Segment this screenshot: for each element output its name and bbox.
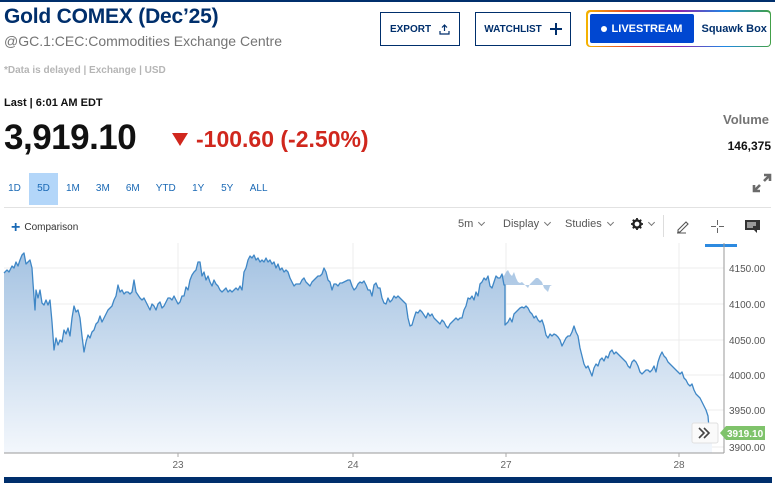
livestream-button[interactable]: LIVESTREAM (589, 14, 694, 43)
plus-icon: + (11, 218, 21, 236)
plus-icon (549, 23, 562, 35)
time-range-tabs: 1D 5D 1M 3M 6M YTD 1Y 5Y ALL (0, 173, 276, 205)
x-tick-27: 27 (500, 460, 512, 471)
last-price-tag: 3919.10 (720, 426, 765, 440)
y-tick-4100: 4100.00 (729, 300, 766, 311)
x-tick-28: 28 (673, 460, 685, 471)
crosshair-icon[interactable] (710, 219, 725, 234)
y-tick-4000: 4000.00 (729, 371, 766, 382)
x-tick-23: 23 (172, 460, 184, 471)
divider (4, 207, 771, 208)
down-arrow-icon (172, 133, 188, 146)
last-trade-time: Last | 6:01 AM EDT (4, 97, 103, 109)
range-1y[interactable]: 1Y (192, 183, 205, 194)
volume-label: Volume (723, 112, 769, 127)
y-tick-3950: 3950.00 (729, 406, 766, 417)
studies-dropdown[interactable]: Studies (565, 218, 614, 230)
range-ytd[interactable]: YTD (155, 183, 176, 194)
comparison-label: Comparison (24, 222, 79, 233)
y-axis: 4150.00 4100.00 4050.00 4000.00 3950.00 … (4, 243, 766, 454)
live-dot-icon (600, 25, 607, 32)
add-comparison-button[interactable]: + Comparison (11, 218, 79, 236)
last-price: 3,919.10 (4, 118, 137, 157)
range-5y[interactable]: 5Y (221, 183, 234, 194)
display-label: Display (503, 218, 540, 230)
x-tick-24: 24 (347, 460, 359, 471)
range-3m[interactable]: 3M (95, 183, 110, 194)
footer-bar (4, 477, 772, 483)
expand-icon[interactable] (751, 172, 773, 194)
draw-pencil-icon[interactable] (676, 219, 691, 234)
range-all[interactable]: ALL (249, 183, 268, 194)
chevron-down-icon (606, 218, 614, 227)
annotation-comment-icon[interactable] (745, 220, 760, 233)
scroll-to-latest-button[interactable] (691, 422, 719, 444)
watchlist-button[interactable]: WATCHLIST (475, 12, 571, 46)
livestream-label: LIVESTREAM (611, 22, 683, 35)
price-line (3, 252, 713, 441)
interval-dropdown[interactable]: 5m (458, 218, 486, 230)
range-1d[interactable]: 1D (8, 183, 21, 194)
svg-text:3919.10: 3919.10 (727, 429, 764, 440)
y-tick-4050: 4050.00 (729, 336, 766, 347)
chevron-down-icon (478, 218, 486, 227)
y-tick-4150: 4150.00 (729, 264, 766, 275)
studies-label: Studies (565, 218, 602, 230)
x-axis: 23 24 27 28 (172, 453, 685, 471)
watchlist-label: WATCHLIST (484, 23, 542, 35)
symbol-exchange: @GC.1:CEC:Commodities Exchange Centre (4, 33, 282, 49)
price-change: -100.60 (-2.50%) (172, 126, 369, 153)
page-title: Gold COMEX (Dec’25) (4, 5, 219, 28)
chevron-down-icon (647, 218, 656, 227)
range-1m[interactable]: 1M (66, 183, 80, 194)
crosshair-active-indicator (705, 244, 737, 247)
squawk-box-link[interactable]: Squawk Box (701, 22, 767, 35)
export-button[interactable]: EXPORT (380, 12, 460, 46)
range-6m[interactable]: 6M (125, 183, 140, 194)
data-delay-note: *Data is delayed | Exchange | USD (4, 65, 166, 76)
volume-value: 146,375 (727, 139, 771, 153)
gear-icon (631, 218, 643, 230)
interval-label: 5m (458, 218, 474, 230)
settings-dropdown[interactable] (631, 218, 656, 230)
chevron-down-icon (544, 218, 552, 227)
price-area (4, 253, 712, 453)
top-border (0, 0, 775, 2)
livestream-widget: LIVESTREAM Squawk Box (586, 10, 771, 47)
range-5d[interactable]: 5D (29, 173, 58, 205)
toolbar-divider (663, 215, 664, 237)
y-tick-3900: 3900.00 (729, 443, 766, 454)
price-chart[interactable]: 4150.00 4100.00 4050.00 4000.00 3950.00 … (0, 243, 775, 475)
display-dropdown[interactable]: Display (503, 218, 552, 230)
change-value: -100.60 (-2.50%) (196, 126, 369, 152)
share-upload-icon (439, 23, 450, 35)
export-label: EXPORT (389, 23, 432, 35)
